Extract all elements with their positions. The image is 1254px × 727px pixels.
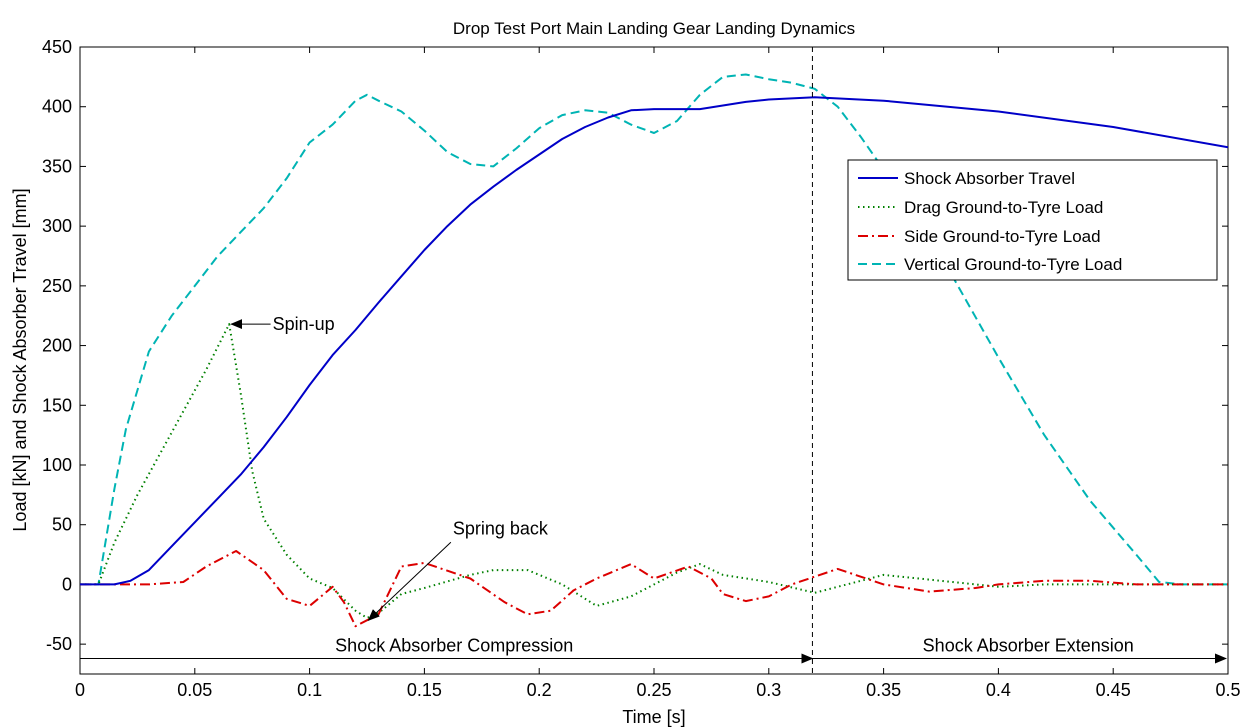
spin-up-label: Spin-up [273, 314, 335, 334]
x-tick-label: 0.35 [866, 680, 901, 700]
legend-label-travel: Shock Absorber Travel [904, 169, 1075, 188]
x-tick-label: 0.15 [407, 680, 442, 700]
spring-back-label: Spring back [453, 518, 549, 538]
x-axis-label: Time [s] [622, 707, 685, 727]
y-tick-label: 250 [42, 276, 72, 296]
y-tick-label: -50 [46, 634, 72, 654]
y-tick-label: 150 [42, 395, 72, 415]
series-shock-absorber-travel [80, 96, 1228, 586]
y-tick-label: 350 [42, 156, 72, 176]
x-tick-label: 0.25 [636, 680, 671, 700]
y-tick-label: 450 [42, 37, 72, 57]
series-side-load [80, 550, 1228, 628]
plot-area-frame [79, 46, 1229, 675]
x-tick-label: 0.2 [527, 680, 552, 700]
legend-label-vertical: Vertical Ground-to-Tyre Load [904, 255, 1122, 274]
x-tick-label: 0.4 [986, 680, 1011, 700]
y-tick-label: 100 [42, 455, 72, 475]
legend: Shock Absorber Travel Drag Ground-to-Tyr… [847, 159, 1218, 281]
series-drag-load [80, 323, 1228, 619]
x-tick-label: 0 [75, 680, 85, 700]
y-tick-label: 200 [42, 336, 72, 356]
axis-ticks: 0 0.05 0.1 0.15 0.2 0.25 0.3 0.35 0.4 0.45 0.5 -50 0… [42, 37, 1241, 700]
x-tick-label: 0.5 [1215, 680, 1240, 700]
extension-label: Shock Absorber Extension [923, 635, 1134, 655]
y-axis-label: Load [kN] and Shock Absorber Travel [mm] [10, 188, 30, 531]
y-tick-label: 50 [52, 515, 72, 535]
compression-label: Shock Absorber Compression [335, 635, 573, 655]
spring-back-arrow [367, 541, 452, 621]
y-tick-label: 300 [42, 216, 72, 236]
chart-title: Drop Test Port Main Landing Gear Landing… [453, 19, 855, 38]
x-tick-label: 0.45 [1096, 680, 1131, 700]
legend-label-side: Side Ground-to-Tyre Load [904, 227, 1101, 246]
x-tick-label: 0.1 [297, 680, 322, 700]
y-tick-label: 0 [62, 574, 72, 594]
x-tick-label: 0.3 [756, 680, 781, 700]
y-tick-label: 400 [42, 97, 72, 117]
annotation-layer: Shock Absorber Compression Shock Absorber… [80, 47, 1227, 674]
legend-box [847, 159, 1218, 281]
legend-label-drag: Drag Ground-to-Tyre Load [904, 198, 1103, 217]
x-tick-label: 0.05 [177, 680, 212, 700]
